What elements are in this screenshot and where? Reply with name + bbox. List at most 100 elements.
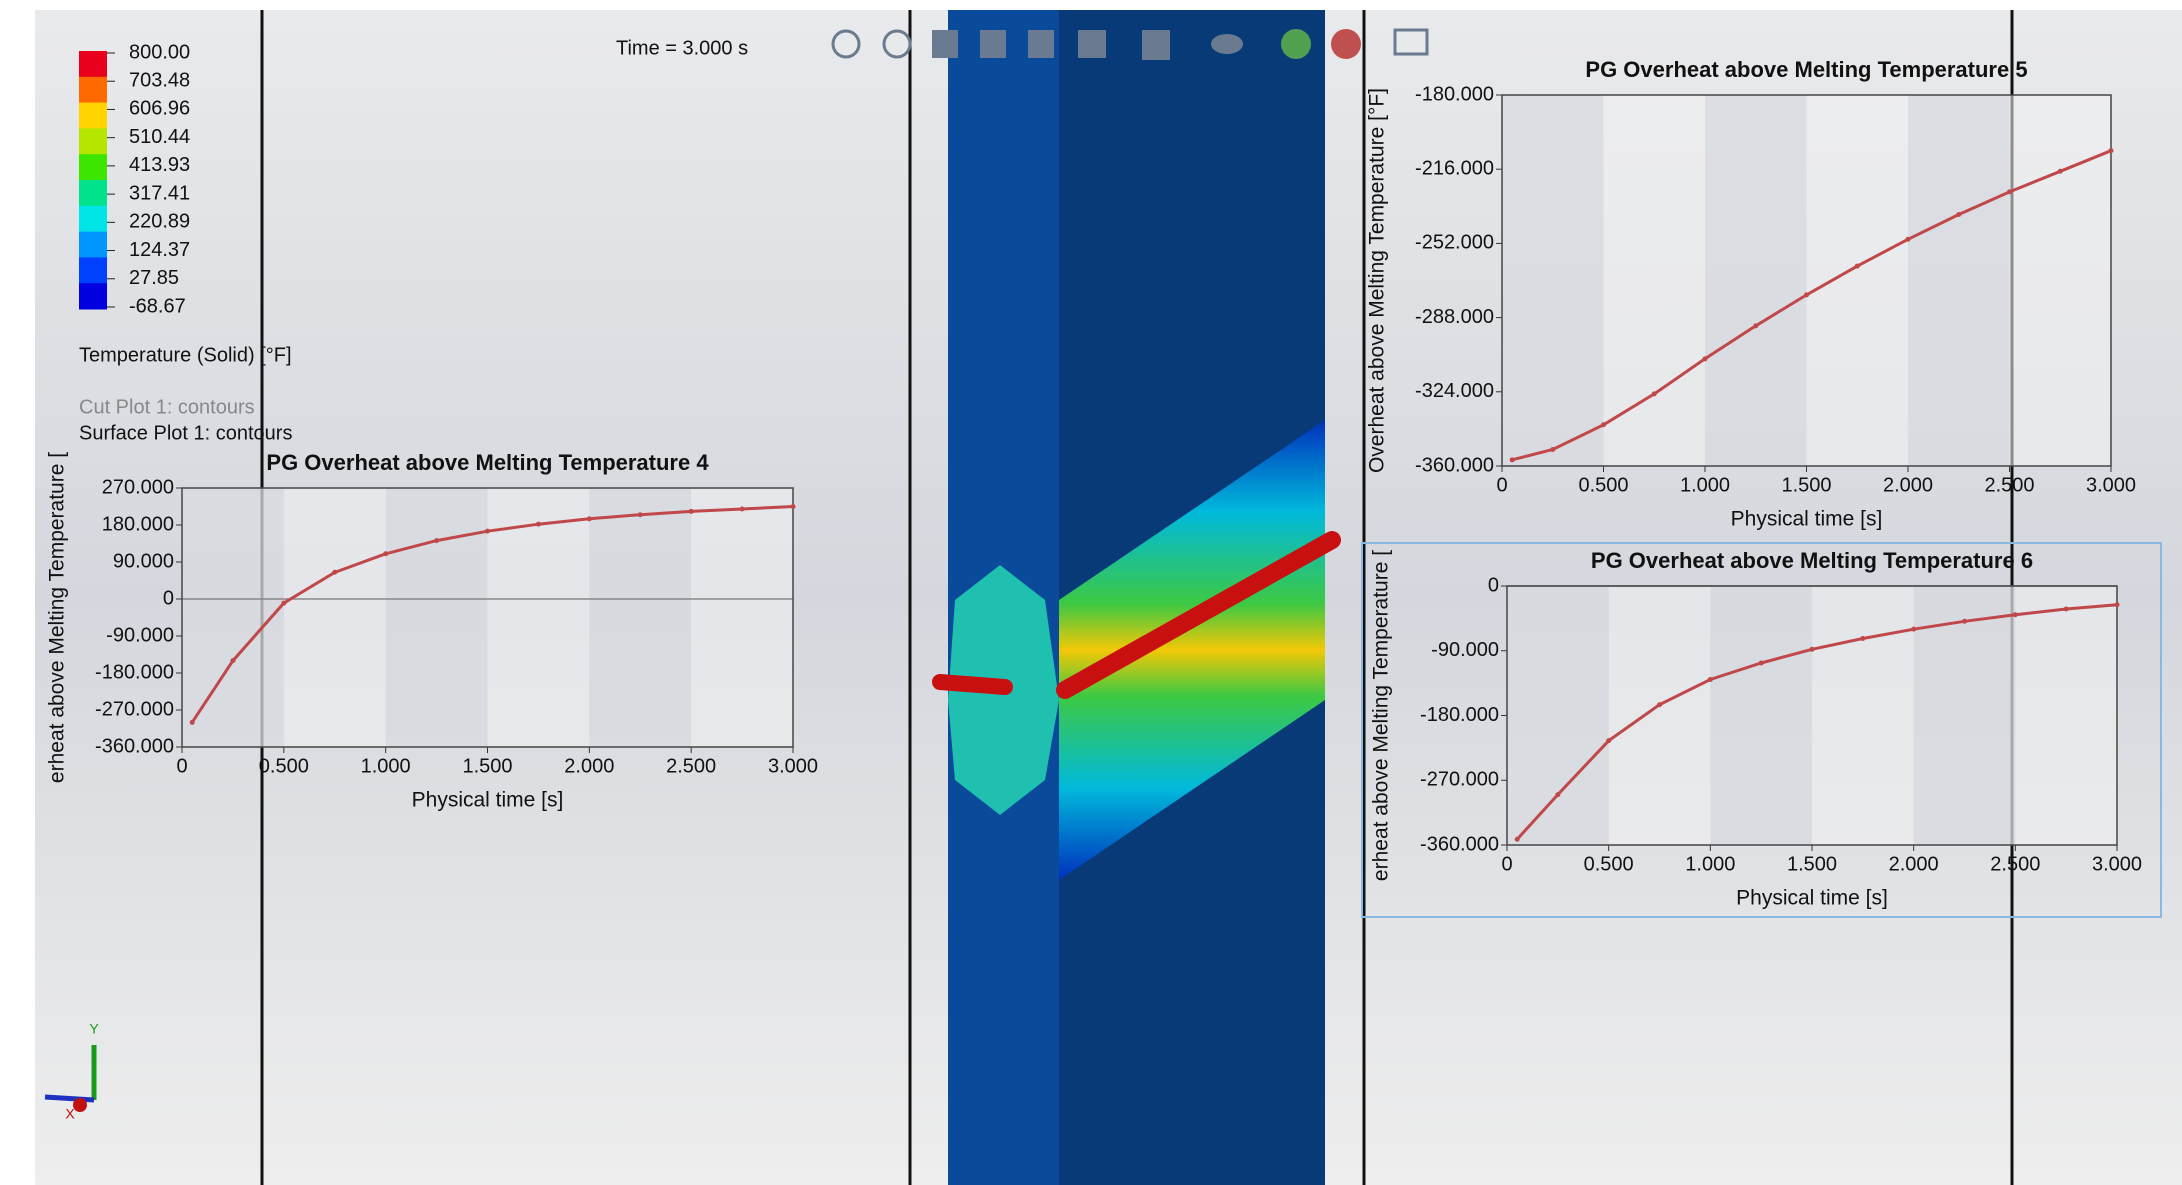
data-point <box>1703 356 1708 361</box>
tool-icon[interactable] <box>932 30 958 58</box>
y-axis-label: erheat above Melting Temperature [ <box>1370 550 1393 881</box>
data-point <box>2007 189 2012 194</box>
data-point <box>1804 292 1809 297</box>
data-point <box>383 551 388 556</box>
data-point <box>2064 607 2069 612</box>
plot-band <box>1502 95 1604 466</box>
colorbar-swatch <box>79 77 107 103</box>
data-point <box>1906 237 1911 242</box>
x-tick-label: 0.500 <box>1578 474 1628 496</box>
x-tick-label: 1.500 <box>1781 474 1831 496</box>
colorbar-swatch <box>79 103 107 129</box>
y-tick-label: -324.000 <box>1415 380 1494 402</box>
colorbar-tick-label: 510.44 <box>129 126 190 148</box>
colorbar-tick-label: 220.89 <box>129 211 190 233</box>
data-point <box>1606 738 1611 743</box>
colorbar-tick-label: 800.00 <box>129 41 190 63</box>
data-point <box>434 538 439 543</box>
data-point <box>1962 619 1967 624</box>
colorbar-swatch <box>79 180 107 206</box>
tool-icon[interactable] <box>1331 29 1361 59</box>
y-tick-label: 270.000 <box>102 476 174 498</box>
x-axis-label: Physical time [s] <box>1736 887 1888 910</box>
data-point <box>281 601 286 606</box>
data-point <box>332 570 337 575</box>
plot-band <box>386 488 488 747</box>
colorbar-swatch <box>79 154 107 180</box>
plot-label: Surface Plot 1: contours <box>79 422 292 444</box>
data-point <box>1708 677 1713 682</box>
x-tick-label: 2.500 <box>666 755 716 777</box>
data-point <box>536 522 541 527</box>
data-point <box>1911 627 1916 632</box>
tool-icon[interactable] <box>1028 30 1054 58</box>
x-tick-label: 3.000 <box>768 755 818 777</box>
data-point <box>1601 422 1606 427</box>
y-tick-label: 0 <box>1488 574 1499 596</box>
x-axis-arrow <box>45 1097 94 1100</box>
time-label: Time = 3.000 s <box>616 37 748 59</box>
x-tick-label: 2.000 <box>564 755 614 777</box>
colorbar-tick-label: -68.67 <box>129 295 186 317</box>
x-tick-label: 1.500 <box>1787 853 1837 875</box>
data-point <box>1956 212 1961 217</box>
y-tick-label: -270.000 <box>95 698 174 720</box>
data-point <box>1753 323 1758 328</box>
y-tick-label: -288.000 <box>1415 306 1494 328</box>
viewport: Time = 3.000 s Temperature (Solid) [°F] … <box>0 0 2182 1185</box>
colorbar-swatch <box>79 257 107 283</box>
data-point <box>587 516 592 521</box>
chart-title: PG Overheat above Melting Temperature 5 <box>1585 57 2027 82</box>
data-point <box>791 504 796 509</box>
tool-icon[interactable] <box>1281 29 1311 59</box>
data-point <box>1657 702 1662 707</box>
tool-icon[interactable] <box>1078 30 1106 58</box>
plot-band <box>1507 586 1609 845</box>
x-axis-label: Physical time [s] <box>412 789 564 812</box>
x-tick-label: 2.000 <box>1883 474 1933 496</box>
x-axis-label: Physical time [s] <box>1731 508 1883 531</box>
x-tick-label: 1.500 <box>462 755 512 777</box>
data-point <box>1759 660 1764 665</box>
data-point <box>2013 612 2018 617</box>
data-point <box>2058 169 2063 174</box>
tool-icon[interactable] <box>980 30 1006 58</box>
x-tick-label: 0.500 <box>259 755 309 777</box>
tool-icon[interactable] <box>1211 34 1243 54</box>
y-tick-label: 0 <box>163 587 174 609</box>
data-point <box>1515 837 1520 842</box>
y-tick-label: -360.000 <box>95 735 174 757</box>
x-tick-label: 3.000 <box>2086 474 2136 496</box>
tool-icon[interactable] <box>1142 30 1170 60</box>
plot-band <box>1710 586 1812 845</box>
plot-band <box>1914 586 2016 845</box>
y-tick-label: -270.000 <box>1420 769 1499 791</box>
data-point <box>1652 391 1657 396</box>
data-point <box>1555 792 1560 797</box>
y-tick-label: -90.000 <box>1431 639 1499 661</box>
x-tick-label: 0 <box>1496 474 1507 496</box>
data-point <box>1855 264 1860 269</box>
rod-end <box>940 682 1005 687</box>
page: Time = 3.000 s Temperature (Solid) [°F] … <box>0 0 2182 1185</box>
data-point <box>638 512 643 517</box>
model <box>940 10 1332 1185</box>
plot-label: Cut Plot 1: contours <box>79 396 255 418</box>
data-point <box>1550 447 1555 452</box>
triad-label: X <box>65 1106 75 1122</box>
plot-band <box>1908 95 2010 466</box>
colorbar-swatch <box>79 51 107 77</box>
colorbar-swatch <box>79 232 107 258</box>
y-tick-label: -180.000 <box>95 661 174 683</box>
data-point <box>1810 647 1815 652</box>
data-point <box>689 509 694 514</box>
data-point <box>2115 602 2120 607</box>
colorbar-swatch <box>79 283 107 309</box>
y-tick-label: -360.000 <box>1415 454 1494 476</box>
plot-band <box>182 488 284 747</box>
y-tick-label: -180.000 <box>1415 83 1494 105</box>
data-point <box>1510 457 1515 462</box>
y-tick-label: 90.000 <box>113 550 174 572</box>
colorbar-tick-label: 317.41 <box>129 182 190 204</box>
x-tick-label: 0 <box>1501 853 1512 875</box>
